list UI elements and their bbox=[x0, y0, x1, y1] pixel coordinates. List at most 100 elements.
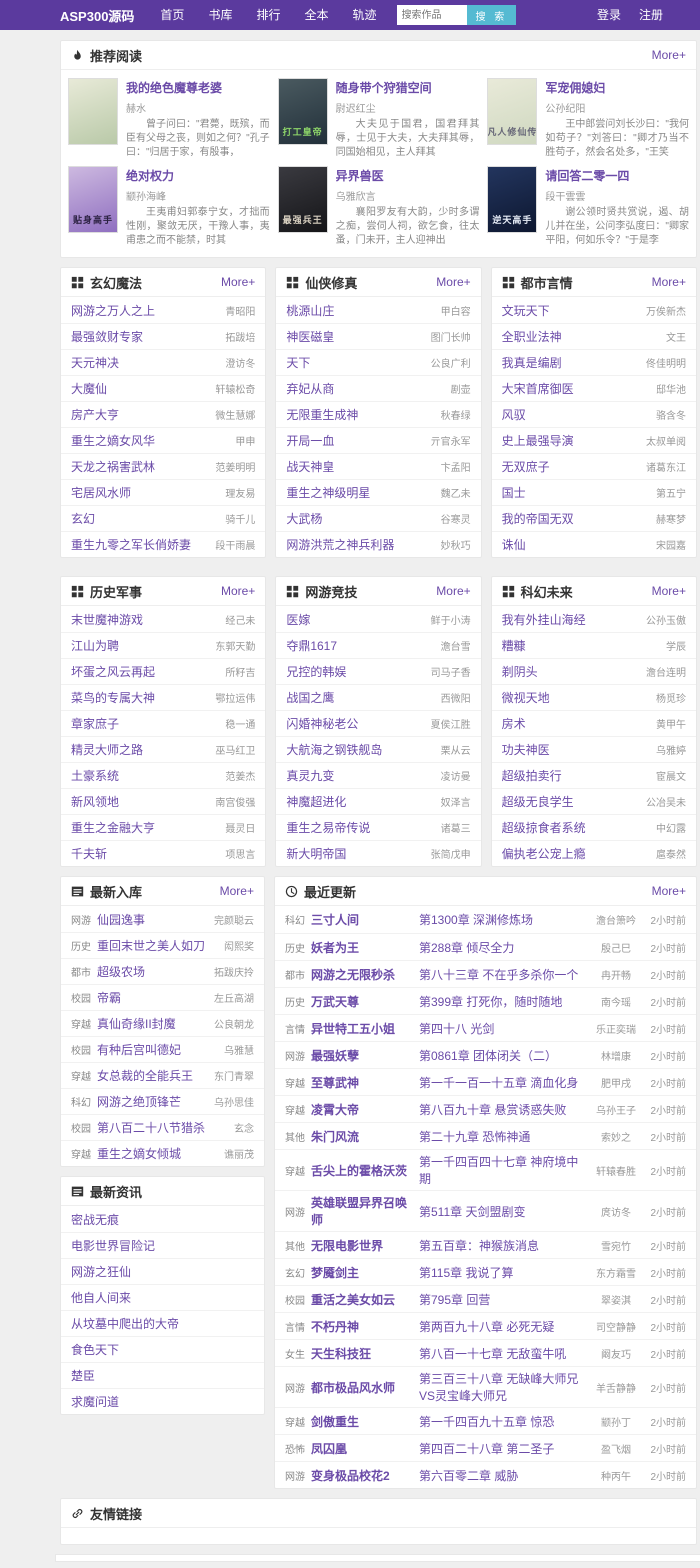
chapter-link[interactable]: 第795章 回营 bbox=[419, 1292, 491, 1307]
book-title-link[interactable]: 绝对权力 bbox=[126, 169, 175, 183]
search-input[interactable] bbox=[396, 5, 467, 25]
book-title-link[interactable]: 三寸人间 bbox=[311, 913, 360, 927]
book-title-link[interactable]: 千夫斩 bbox=[71, 847, 108, 861]
book-title-link[interactable]: 请回答二零一四 bbox=[545, 169, 630, 183]
book-title-link[interactable]: 重生之金融大亨 bbox=[71, 821, 156, 835]
more-link[interactable]: More+ bbox=[219, 884, 254, 898]
book-title-link[interactable]: 新风领地 bbox=[71, 795, 120, 809]
nav-item-3[interactable]: 排行 bbox=[256, 8, 281, 22]
news-title-link[interactable]: 他自人间来 bbox=[71, 1291, 132, 1305]
book-title-link[interactable]: 最强妖孽 bbox=[311, 1048, 360, 1063]
more-link[interactable]: More+ bbox=[651, 884, 686, 898]
book-cover[interactable] bbox=[68, 78, 118, 145]
chapter-link[interactable]: 第三百三十八章 无缺峰大师兄VS灵宝峰大师兄 bbox=[419, 1372, 579, 1403]
book-title-link[interactable]: 精灵大师之路 bbox=[71, 743, 144, 757]
more-link[interactable]: More+ bbox=[220, 275, 256, 289]
more-link[interactable]: More+ bbox=[220, 584, 256, 598]
news-title-link[interactable]: 从坟墓中爬出的大帝 bbox=[71, 1317, 180, 1331]
book-title-link[interactable]: 网游之无限秒杀 bbox=[311, 967, 396, 982]
news-title-link[interactable]: 求魔问道 bbox=[71, 1395, 120, 1409]
book-title-link[interactable]: 微视天地 bbox=[501, 691, 550, 705]
news-title-link[interactable]: 网游之狂仙 bbox=[71, 1265, 132, 1279]
chapter-link[interactable]: 第一千四百九十五章 惊恐 bbox=[419, 1414, 555, 1429]
book-title-link[interactable]: 无双庶子 bbox=[501, 460, 550, 474]
chapter-link[interactable]: 第四十八 光剑 bbox=[419, 1021, 495, 1036]
more-link[interactable]: More+ bbox=[651, 275, 686, 289]
book-title-link[interactable]: 新大明帝国 bbox=[286, 847, 347, 861]
book-title-link[interactable]: 偏执老公宠上瘾 bbox=[501, 847, 586, 861]
book-title-link[interactable]: 我真是编剧 bbox=[501, 356, 562, 370]
book-title-link[interactable]: 大魔仙 bbox=[71, 382, 108, 396]
book-cover[interactable]: 打工皇帝 bbox=[277, 78, 328, 145]
book-title-link[interactable]: 剑傲重生 bbox=[311, 1414, 360, 1429]
book-title-link[interactable]: 医嫁 bbox=[286, 612, 311, 627]
book-title-link[interactable]: 天龙之祸害武林 bbox=[71, 460, 156, 474]
book-title-link[interactable]: 房术 bbox=[501, 717, 526, 731]
chapter-link[interactable]: 第六百零二章 威胁 bbox=[419, 1468, 519, 1483]
book-title-link[interactable]: 至尊武神 bbox=[311, 1075, 360, 1090]
book-title-link[interactable]: 超级掠食者系统 bbox=[501, 821, 586, 835]
register-link[interactable]: 注册 bbox=[638, 8, 663, 22]
book-title-link[interactable]: 超级拍卖行 bbox=[501, 769, 562, 783]
search-button[interactable]: 搜 索 bbox=[466, 5, 517, 25]
book-title-link[interactable]: 章家庶子 bbox=[71, 717, 120, 731]
book-title-link[interactable]: 坏蛋之风云再起 bbox=[71, 665, 156, 679]
book-title-link[interactable]: 功夫神医 bbox=[501, 743, 550, 757]
book-title-link[interactable]: 我的帝国无双 bbox=[501, 512, 574, 526]
news-title-link[interactable]: 楚臣 bbox=[71, 1369, 96, 1383]
book-title-link[interactable]: 梦魇剑主 bbox=[311, 1265, 360, 1280]
nav-item-4[interactable]: 全本 bbox=[304, 8, 329, 22]
chapter-link[interactable]: 第二十九章 恐怖神通 bbox=[419, 1129, 531, 1144]
book-title-link[interactable]: 有种后宫叫德妃 bbox=[97, 1043, 182, 1057]
book-title-link[interactable]: 帝霸 bbox=[97, 991, 122, 1005]
book-title-link[interactable]: 菜鸟的专属大神 bbox=[71, 691, 156, 705]
book-title-link[interactable]: 神医磁皇 bbox=[286, 330, 335, 344]
news-title-link[interactable]: 密战无痕 bbox=[71, 1212, 120, 1227]
news-title-link[interactable]: 食色天下 bbox=[71, 1343, 120, 1357]
site-logo[interactable]: ASP300源码 bbox=[60, 8, 135, 24]
book-title-link[interactable]: 玄幻 bbox=[71, 512, 96, 526]
book-title-link[interactable]: 超级无良学生 bbox=[501, 795, 574, 809]
book-title-link[interactable]: 战天神皇 bbox=[286, 460, 335, 474]
book-cover[interactable]: 最强兵王 bbox=[277, 166, 328, 233]
book-title-link[interactable]: 神魔超进化 bbox=[286, 795, 347, 809]
book-title-link[interactable]: 军宠佣媳妇 bbox=[545, 81, 606, 95]
book-title-link[interactable]: 弃妃从商 bbox=[286, 382, 335, 396]
book-title-link[interactable]: 桃源山庄 bbox=[286, 303, 335, 318]
book-title-link[interactable]: 舌尖上的霍格沃茨 bbox=[311, 1163, 408, 1178]
book-title-link[interactable]: 重生九零之军长俏娇妻 bbox=[71, 538, 192, 552]
book-title-link[interactable]: 万武天尊 bbox=[311, 994, 360, 1009]
book-title-link[interactable]: 重生之嫡女倾城 bbox=[97, 1147, 182, 1161]
more-link[interactable]: More+ bbox=[436, 584, 471, 598]
book-title-link[interactable]: 史上最强导演 bbox=[501, 434, 574, 448]
chapter-link[interactable]: 第八百一十七章 无敌蛮牛吼 bbox=[419, 1346, 567, 1361]
book-title-link[interactable]: 剃阴头 bbox=[501, 665, 538, 679]
book-title-link[interactable]: 全职业法神 bbox=[501, 330, 562, 344]
book-title-link[interactable]: 重回末世之美人如刀 bbox=[97, 939, 206, 953]
book-title-link[interactable]: 重生之嫡女风华 bbox=[71, 434, 156, 448]
chapter-link[interactable]: 第一千四百四十七章 神府境中期 bbox=[419, 1155, 579, 1186]
chapter-link[interactable]: 第两百九十八章 必死无疑 bbox=[419, 1319, 555, 1334]
nav-item-2[interactable]: 书库 bbox=[208, 8, 233, 22]
book-title-link[interactable]: 我的绝色魔尊老婆 bbox=[126, 81, 223, 95]
book-title-link[interactable]: 天生科技狂 bbox=[311, 1346, 372, 1361]
book-title-link[interactable]: 诛仙 bbox=[501, 538, 526, 552]
book-title-link[interactable]: 国士 bbox=[501, 486, 526, 500]
book-title-link[interactable]: 末世魔神游戏 bbox=[71, 612, 144, 627]
book-title-link[interactable]: 大武杨 bbox=[286, 512, 323, 526]
book-title-link[interactable]: 天元神决 bbox=[71, 356, 120, 370]
book-title-link[interactable]: 大航海之钢铁舰岛 bbox=[286, 743, 383, 757]
book-title-link[interactable]: 我有外挂山海经 bbox=[501, 612, 586, 627]
more-link[interactable]: More+ bbox=[651, 584, 686, 598]
chapter-link[interactable]: 第0861章 团体闭关（二） bbox=[419, 1048, 558, 1063]
chapter-link[interactable]: 第四百二十八章 第二圣子 bbox=[419, 1441, 555, 1456]
book-cover[interactable]: 凡人修仙传 bbox=[487, 78, 538, 145]
chapter-link[interactable]: 第288章 倾尽全力 bbox=[419, 940, 515, 955]
book-title-link[interactable]: 开局一血 bbox=[286, 434, 335, 448]
book-cover[interactable]: 贴身高手 bbox=[68, 166, 118, 233]
book-title-link[interactable]: 异界兽医 bbox=[335, 169, 384, 183]
chapter-link[interactable]: 第五百章：神猴族消息 bbox=[419, 1238, 540, 1253]
chapter-link[interactable]: 第一千一百一十五章 滴血化身 bbox=[419, 1075, 579, 1090]
book-title-link[interactable]: 土豪系统 bbox=[71, 769, 120, 783]
book-title-link[interactable]: 变身极品校花2 bbox=[311, 1468, 390, 1483]
